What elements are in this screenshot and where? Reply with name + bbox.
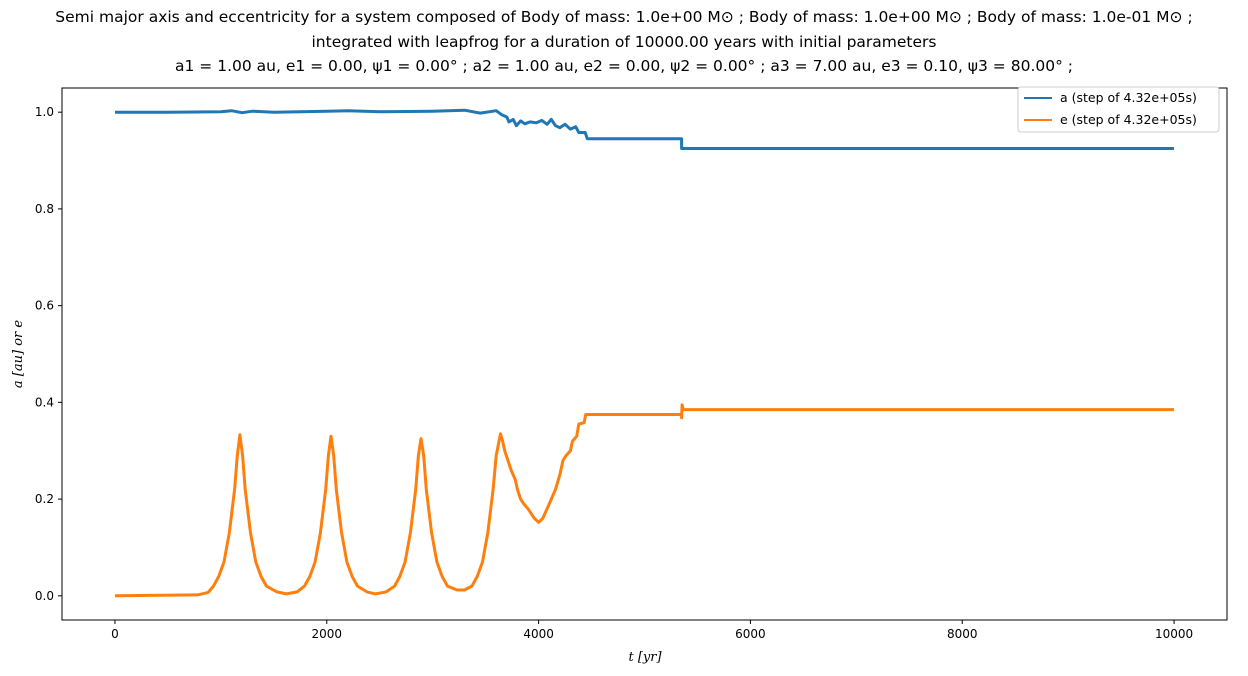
series-line-a bbox=[115, 108, 1174, 150]
x-tick-label: 4000 bbox=[523, 627, 554, 641]
y-tick-label: 1.0 bbox=[35, 105, 54, 119]
x-tick-label: 6000 bbox=[735, 627, 766, 641]
x-tick-label: 2000 bbox=[311, 627, 342, 641]
legend-box bbox=[1017, 86, 1220, 133]
y-tick-label: 0.8 bbox=[35, 202, 54, 216]
y-tick-label: 0.4 bbox=[35, 395, 54, 409]
chart-title-line-1: Semi major axis and eccentricity for a s… bbox=[55, 8, 1193, 26]
legend: a (step of 4.32e+05s) e (step of 4.32e+0… bbox=[1017, 86, 1220, 133]
x-tick-label: 8000 bbox=[947, 627, 978, 641]
legend-label-e: e (step of 4.32e+05s) bbox=[1060, 112, 1197, 127]
chart-title-line-3: a1 = 1.00 au, e1 = 0.00, ψ1 = 0.00° ; a2… bbox=[175, 57, 1073, 75]
y-axis-label: a [au] or e bbox=[11, 320, 26, 388]
chart-title-line-2: integrated with leapfrog for a duration … bbox=[311, 33, 937, 51]
axes-frame bbox=[61, 87, 1228, 621]
y-tick-label: 0.0 bbox=[35, 589, 54, 603]
x-tick-label: 10000 bbox=[1155, 627, 1193, 641]
x-tick-label: 0 bbox=[111, 627, 119, 641]
y-tick-label: 0.2 bbox=[35, 492, 54, 506]
y-tick-label: 0.6 bbox=[35, 299, 54, 313]
x-axis-label: t [yr] bbox=[628, 650, 662, 665]
series-line-e bbox=[114, 403, 1174, 598]
legend-label-a: a (step of 4.32e+05s) bbox=[1060, 90, 1197, 105]
